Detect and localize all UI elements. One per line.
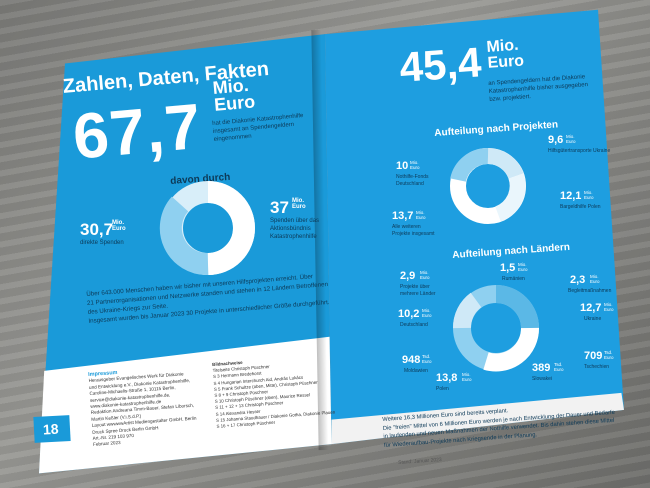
country-value-4: 12,7 (580, 302, 602, 314)
projects-segment-poland (494, 173, 526, 222)
proj-label-3: Bargeldhilfe Polen (560, 204, 601, 210)
country-unit-5: Mio. Euro (422, 308, 432, 318)
proj-label-4: Alle weiteren Projekte insgesamt (392, 224, 435, 237)
country-value-3: 2,3 (570, 274, 586, 286)
country-label-6: Moldawien (404, 368, 428, 374)
page-number-box: 18 (33, 415, 71, 443)
donut-segment-direct (159, 196, 209, 275)
countries-segment-poland (483, 327, 540, 372)
country-value-6: 948 (402, 354, 421, 366)
country-value-9: 13,8 (436, 372, 458, 384)
credits-block: Bildnachweise Titelseite Christoph Püsch… (212, 354, 336, 430)
projects-segment-germany (450, 148, 489, 183)
left-total-value: 67,7 (70, 89, 205, 173)
alliance-label: Spenden über das Aktionsbündnis Katastro… (270, 218, 320, 240)
country-label-1: Projekte über mehrere Länder (400, 284, 436, 297)
country-value-7: 709 (584, 350, 603, 362)
proj-unit-3: Mio. Euro (584, 190, 594, 200)
country-unit-2: Mio. Euro (518, 262, 528, 272)
country-unit-6: Tsd. Euro (422, 354, 432, 364)
impressum-block: Impressum Herausgeber Evangelisches Werk… (88, 365, 198, 449)
alliance-value: 37 (270, 198, 289, 217)
country-label-9: Polen (436, 386, 449, 392)
country-value-1: 2,9 (400, 270, 416, 282)
direct-label: direkte Spenden (80, 240, 124, 246)
country-unit-8: Tsd. Euro (554, 362, 564, 372)
country-unit-4: Mio. Euro (604, 302, 614, 312)
country-label-2: Rumänien (502, 276, 525, 282)
proj-label-1: Nothilfe-Fonds Deutschland (396, 174, 429, 187)
left-donut-chart (159, 181, 255, 275)
proj-unit-4: Mio. Euro (416, 210, 426, 220)
direct-value: 30,7 (80, 220, 114, 239)
direct-unit: Mio. Euro (112, 220, 126, 232)
country-label-5: Deutschland (400, 322, 428, 328)
page-number: 18 (42, 420, 59, 438)
country-label-4: Ukraine (584, 316, 602, 322)
proj-value-3: 12,1 (560, 190, 582, 202)
proj-value-4: 13,7 (392, 210, 414, 222)
countries-segment-ukraine (495, 285, 539, 329)
stand-date: Stand: Januar 2023 (398, 456, 442, 466)
right-total-value: 45,4 (398, 38, 483, 91)
country-value-5: 10,2 (398, 308, 420, 320)
country-unit-1: Mio. Euro (420, 270, 430, 280)
projects-donut-chart (450, 148, 526, 224)
country-value-2: 1,5 (500, 262, 516, 274)
proj-value-2: 9,6 (548, 134, 564, 146)
left-total-unit: Mio. Euro (211, 74, 256, 115)
proj-unit-1: Mio. Euro (410, 160, 420, 170)
alliance-unit: Mio. Euro (292, 198, 306, 210)
countries-donut-chart (453, 285, 540, 372)
countries-segment-germany (453, 292, 482, 329)
country-unit-3: Mio. Euro (590, 274, 600, 284)
proj-value-1: 10 (396, 160, 409, 172)
country-label-8: Slowakei (532, 376, 553, 382)
country-label-7: Tschechien (584, 364, 610, 370)
country-value-8: 389 (532, 362, 551, 374)
country-label-3: Begleitmaßnahmen (568, 288, 612, 294)
proj-unit-2: Mio. Euro (566, 134, 576, 144)
country-unit-7: Tsd. Euro (604, 350, 614, 360)
donut-segment-alliance-main (207, 181, 255, 275)
right-total-unit: Mio. Euro (485, 36, 525, 72)
country-unit-9: Mio. Euro (462, 372, 472, 382)
proj-label-2: Hilfsgütertransporte Ukraine (548, 148, 611, 154)
projects-segment-ukraine (487, 148, 524, 180)
